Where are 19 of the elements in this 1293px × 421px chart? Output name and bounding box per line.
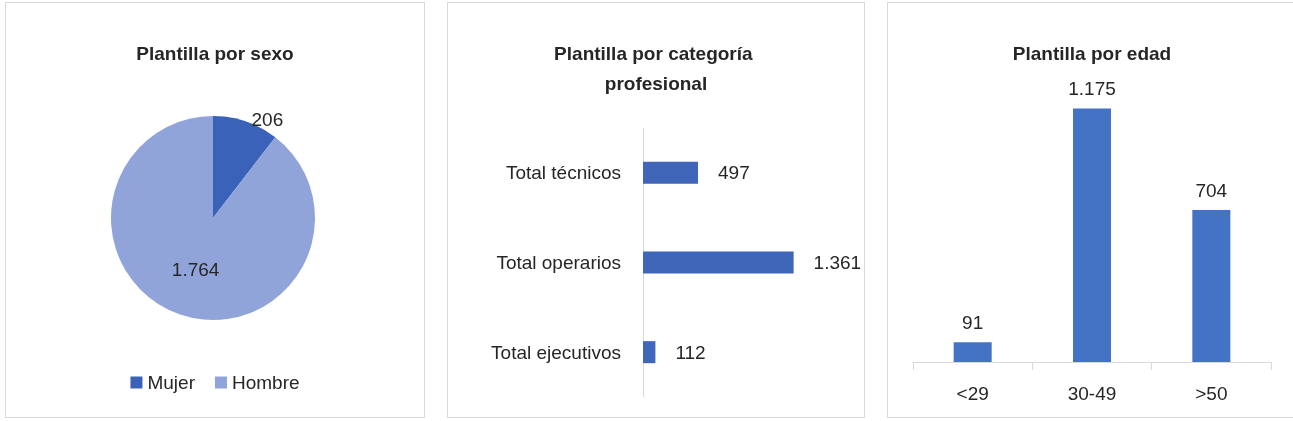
data-label: 206 (251, 109, 284, 131)
data-label: 112 (675, 341, 706, 363)
y-tick-label: Total ejecutivos (491, 341, 621, 363)
data-label: 1.361 (813, 252, 862, 273)
legend-label: Hombre (231, 372, 300, 393)
data-label: 704 (1195, 180, 1228, 202)
chart-title: Plantilla por sexo (136, 42, 294, 64)
x-tick-label: 30-49 (1067, 383, 1117, 404)
data-label: 497 (718, 162, 750, 184)
chart-title: Plantilla por categoría profesional (554, 42, 758, 94)
data-label: 1.764 (171, 258, 220, 280)
y-tick-label: Total operarios (496, 252, 621, 273)
data-label: 91 (962, 312, 984, 334)
x-tick-label: <29 (956, 383, 989, 404)
data-label: 1.175 (1068, 78, 1116, 100)
x-tick-label: >50 (1195, 383, 1228, 404)
legend-label: Mujer (147, 372, 196, 393)
chart-title: Plantilla por edad (1012, 42, 1172, 64)
y-tick-label: Total técnicos (505, 162, 621, 184)
